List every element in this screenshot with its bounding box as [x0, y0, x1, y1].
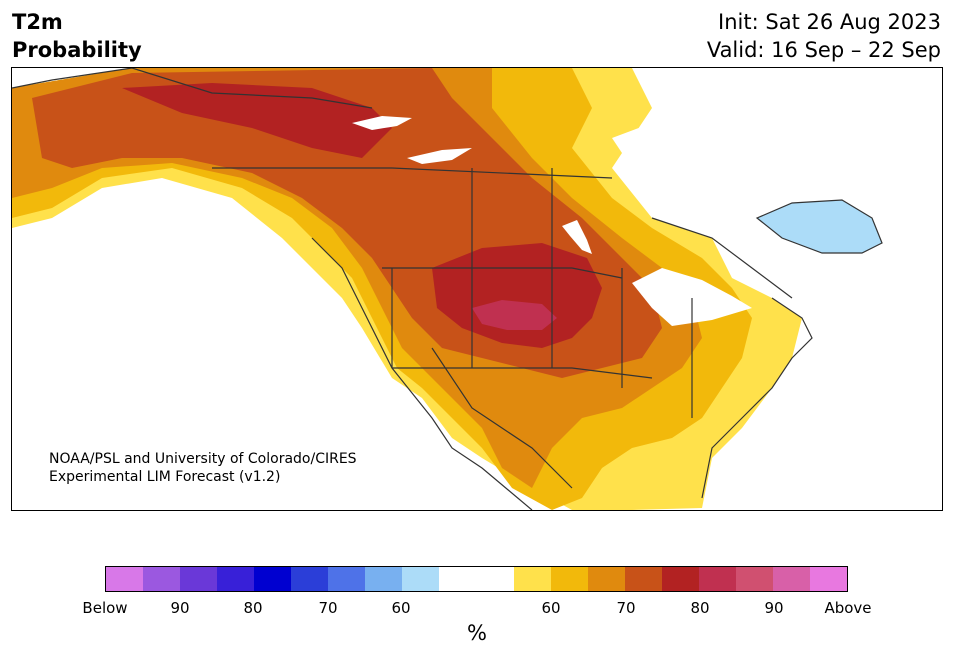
colorbar-segment [402, 567, 440, 591]
prob-70-region [12, 68, 702, 488]
colorbar-tick-label: Above [824, 599, 872, 617]
colorbar-segment [291, 567, 329, 591]
colorbar-segment [698, 567, 736, 591]
colorbar-segment [550, 567, 588, 591]
title-line-variable: T2m [12, 10, 63, 34]
colorbar-segment [587, 567, 625, 591]
title-line-probability: Probability [12, 38, 142, 62]
colorbar-segment [217, 567, 255, 591]
prob-80-region-central [432, 243, 602, 348]
credit-line-2: Experimental LIM Forecast (v1.2) [49, 469, 281, 485]
lake-patch-3 [562, 220, 592, 254]
colorbar-tick-label: 70 [616, 599, 636, 617]
colorbar-segment [735, 567, 773, 591]
colorbar-tick-label: 60 [541, 599, 561, 617]
hudson-bay-patch [612, 118, 772, 218]
lake-patch-2 [407, 148, 472, 164]
colorbar-segment [513, 567, 551, 591]
valid-date: Valid: 16 Sep – 22 Sep [706, 38, 941, 62]
colorbar-unit: % [467, 621, 487, 645]
colorbar-tick-label: 90 [764, 599, 784, 617]
colorbar-tick-label: Below [82, 599, 128, 617]
prob-85-region [472, 300, 557, 330]
colorbar-tick-label: 80 [690, 599, 710, 617]
forecast-map [11, 67, 943, 511]
colorbar-segment [439, 567, 514, 591]
colorbar-tick-label: 60 [391, 599, 411, 617]
colorbar-tick-label: 80 [243, 599, 263, 617]
colorbar-segment [254, 567, 292, 591]
init-date: Init: Sat 26 Aug 2023 [718, 10, 941, 34]
map-canvas [12, 68, 942, 510]
lake-patch-1 [352, 116, 412, 130]
colorbar-segment [106, 567, 144, 591]
colorbar-segment [624, 567, 662, 591]
credit-text: NOAA/PSL and University of Colorado/CIRE… [49, 450, 357, 486]
forecast-dates: Init: Sat 26 Aug 2023 Valid: 16 Sep – 22… [707, 8, 941, 64]
colorbar-segment [809, 567, 847, 591]
map-title: T2m Probability [12, 8, 142, 64]
colorbar-segment [143, 567, 181, 591]
boundary-lines [12, 68, 883, 510]
prob-80-region [122, 83, 392, 158]
great-lakes-patch [632, 268, 752, 326]
colorbar-tick-label: 90 [170, 599, 190, 617]
colorbar-segment [180, 567, 218, 591]
colorbar-segment [365, 567, 403, 591]
colorbar-tick-label: 70 [318, 599, 338, 617]
colorbar-segment [328, 567, 366, 591]
colorbar-segment [772, 567, 810, 591]
colorbar [105, 566, 848, 592]
credit-line-1: NOAA/PSL and University of Colorado/CIRE… [49, 451, 357, 467]
colorbar-segment [661, 567, 699, 591]
